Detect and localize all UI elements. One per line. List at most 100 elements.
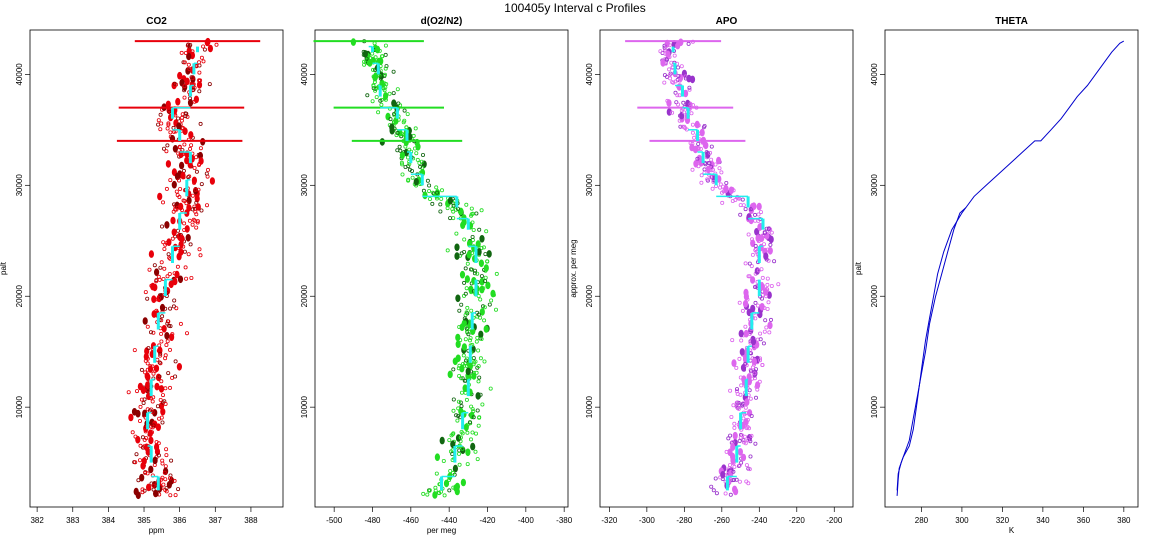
scatter-point bbox=[151, 371, 156, 376]
scatter-point bbox=[750, 276, 756, 284]
panel-title: APO bbox=[716, 16, 738, 27]
scatter-point bbox=[153, 364, 160, 373]
scatter-point bbox=[740, 433, 745, 438]
scatter-point bbox=[182, 60, 187, 65]
scatter-point bbox=[752, 212, 757, 217]
scatter-point bbox=[467, 239, 473, 248]
y-tick-label: 40000 bbox=[15, 63, 24, 86]
scatter-point bbox=[471, 227, 476, 232]
scatter-point bbox=[744, 463, 749, 468]
scatter-point bbox=[699, 173, 704, 178]
scatter-point bbox=[442, 493, 447, 498]
scatter-point bbox=[473, 431, 478, 436]
scatter-point bbox=[415, 157, 420, 162]
scatter-point bbox=[767, 247, 773, 255]
scatter-point bbox=[402, 118, 407, 123]
panel-title: CO2 bbox=[146, 16, 167, 27]
scatter-point bbox=[391, 91, 396, 96]
scatter-points bbox=[313, 38, 499, 499]
scatter-point bbox=[743, 288, 749, 297]
scatter-point bbox=[447, 438, 452, 443]
x-tick-label: -300 bbox=[639, 516, 656, 525]
scatter-point bbox=[167, 476, 172, 481]
scatter-point bbox=[465, 305, 470, 310]
scatter-point bbox=[468, 437, 473, 442]
scatter-point bbox=[465, 448, 471, 457]
scatter-point bbox=[160, 420, 165, 425]
scatter-point bbox=[676, 102, 681, 107]
scatter-point bbox=[428, 196, 433, 201]
scatter-point bbox=[464, 356, 469, 361]
scatter-point bbox=[135, 435, 141, 444]
scatter-point bbox=[476, 312, 481, 317]
scatter-point bbox=[406, 177, 411, 182]
scatter-point bbox=[690, 167, 695, 172]
scatter-point bbox=[480, 402, 485, 407]
scatter-point bbox=[182, 84, 187, 89]
plot-group: THETA 280 300 320 340 360 380 10000 20000 30000 40… bbox=[854, 16, 1139, 535]
scatter-point bbox=[737, 463, 742, 468]
scatter-point bbox=[370, 51, 375, 56]
scatter-point bbox=[374, 95, 379, 100]
x-tick-label: -260 bbox=[714, 516, 731, 525]
scatter-point bbox=[662, 80, 667, 85]
scatter-point bbox=[776, 282, 781, 287]
scatter-point bbox=[392, 112, 397, 117]
scatter-point bbox=[478, 259, 484, 268]
scatter-point bbox=[720, 190, 725, 195]
scatter-point bbox=[167, 271, 172, 276]
scatter-point bbox=[753, 300, 758, 305]
scatter-point bbox=[192, 165, 197, 170]
scatter-point bbox=[146, 346, 151, 351]
scatter-point bbox=[172, 298, 177, 303]
scatter-point bbox=[718, 185, 723, 190]
scatter-point bbox=[133, 460, 138, 465]
y-axis-label: palt bbox=[854, 261, 863, 275]
scatter-point bbox=[184, 77, 190, 86]
scatter-point bbox=[383, 66, 388, 71]
scatter-point bbox=[713, 162, 718, 167]
scatter-point bbox=[476, 348, 481, 353]
scatter-point bbox=[439, 196, 444, 201]
scatter-point bbox=[666, 99, 672, 107]
scatter-point bbox=[757, 358, 762, 363]
scatter-point bbox=[743, 324, 748, 329]
scatter-point bbox=[750, 252, 755, 257]
scatter-point bbox=[140, 386, 147, 395]
scatter-point bbox=[459, 429, 464, 434]
scatter-point bbox=[425, 178, 430, 183]
scatter-point bbox=[475, 392, 481, 400]
scatter-point bbox=[702, 167, 707, 172]
scatter-point bbox=[126, 390, 131, 395]
scatter-point bbox=[176, 122, 182, 130]
scatter-point bbox=[742, 299, 749, 308]
scatter-point bbox=[687, 87, 692, 92]
scatter-point bbox=[709, 144, 714, 149]
scatter-point bbox=[156, 118, 161, 123]
scatter-point bbox=[383, 97, 388, 102]
scatter-point bbox=[387, 91, 392, 96]
scatter-point bbox=[199, 55, 204, 60]
scatter-point bbox=[696, 142, 701, 147]
x-tick-label: -500 bbox=[326, 516, 343, 525]
scatter-point bbox=[748, 396, 753, 401]
x-tick-label: 380 bbox=[1117, 516, 1131, 525]
scatter-point bbox=[170, 236, 175, 241]
scatter-point bbox=[677, 118, 682, 123]
scatter-point bbox=[185, 234, 191, 242]
scatter-point bbox=[763, 318, 768, 323]
scatter-point bbox=[476, 379, 481, 384]
scatter-point bbox=[672, 53, 677, 58]
scatter-point bbox=[484, 229, 489, 234]
scatter-point bbox=[462, 316, 467, 321]
scatter-point bbox=[422, 191, 428, 200]
co2-panel: CO2 382 383 384 385 386 387 388 10000 20000 30000 4… bbox=[0, 16, 284, 535]
y-tick-label: 30000 bbox=[585, 174, 594, 197]
scatter-point bbox=[350, 38, 357, 46]
scatter-point bbox=[413, 178, 419, 186]
scatter-point bbox=[179, 161, 185, 170]
scatter-point bbox=[761, 341, 766, 346]
scatter-point bbox=[766, 300, 771, 305]
scatter-point bbox=[741, 438, 746, 443]
scatter-point bbox=[472, 271, 477, 276]
